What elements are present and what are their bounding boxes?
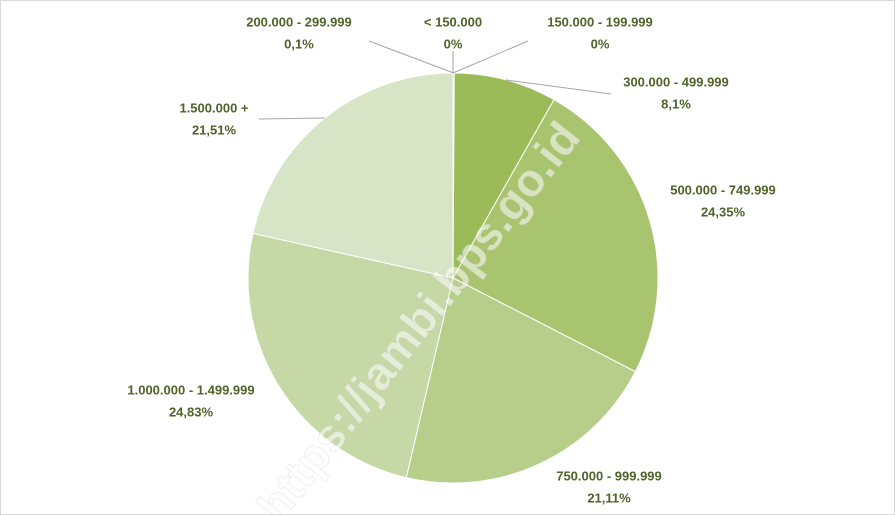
pie-slice bbox=[452, 72, 555, 280]
leader-line bbox=[505, 79, 612, 95]
leader-line bbox=[258, 117, 325, 120]
slice-category-label: < 150.000 bbox=[424, 14, 482, 29]
pie-slice bbox=[247, 232, 454, 479]
slice-category-label: 1.500.000 + bbox=[179, 100, 248, 115]
slice-category-label: 500.000 - 749.999 bbox=[670, 182, 776, 197]
pie-slice bbox=[252, 72, 454, 279]
slice-value-label: 0% bbox=[591, 36, 610, 51]
slice-category-label: 150.000 - 199.999 bbox=[547, 14, 653, 29]
slice-category-label: 750.000 - 999.999 bbox=[556, 468, 662, 483]
leader-line bbox=[452, 40, 529, 74]
slice-value-label: 24,35% bbox=[701, 204, 746, 219]
slice-value-label: 21,11% bbox=[587, 490, 631, 505]
pie-slice bbox=[405, 277, 637, 484]
slice-value-label: 24,83% bbox=[169, 404, 214, 419]
slice-category-label: 300.000 - 499.999 bbox=[623, 74, 729, 89]
slice-value-label: 0% bbox=[444, 36, 463, 51]
slice-category-label: 200.000 - 299.999 bbox=[246, 14, 352, 29]
slice-value-label: 21,51% bbox=[192, 122, 237, 137]
slice-category-label: 1.000.000 - 1.499.999 bbox=[127, 382, 254, 397]
leader-line bbox=[368, 40, 454, 74]
slice-value-label: 8,1% bbox=[661, 96, 691, 111]
pie-slice bbox=[452, 98, 659, 373]
slice-value-label: 0,1% bbox=[284, 36, 314, 51]
